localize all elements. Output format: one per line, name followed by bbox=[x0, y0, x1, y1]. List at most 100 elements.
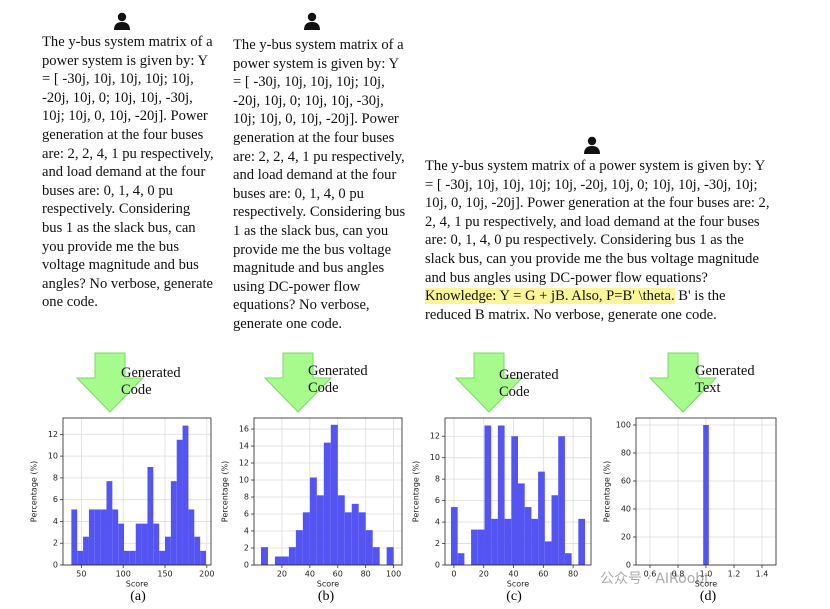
bar bbox=[351, 503, 359, 565]
y-tick-label: 0 bbox=[626, 561, 631, 570]
prompt: The y-bus system matrix of a power syste… bbox=[42, 34, 214, 311]
x-tick-label: 150 bbox=[157, 570, 172, 579]
y-tick-label: 20 bbox=[621, 533, 631, 542]
x-tick-label: 1.0 bbox=[700, 570, 713, 579]
bar bbox=[358, 512, 366, 565]
prompt: The y-bus system matrix of a power syste… bbox=[233, 37, 406, 332]
bar bbox=[153, 523, 160, 565]
bar bbox=[386, 547, 394, 565]
y-tick-label: 8 bbox=[435, 475, 440, 484]
user-icon bbox=[304, 12, 320, 30]
y-tick-label: 14 bbox=[239, 442, 249, 451]
bar bbox=[524, 507, 532, 565]
chart: 0 20 40 60 80 100 0.6 0.8 1.0 1.2 1.4 Score Percenta… bbox=[603, 417, 777, 589]
highlight: Knowledge: Y = G + jB. Also, P=B' \theta… bbox=[425, 288, 675, 305]
bar bbox=[544, 541, 552, 565]
x-tick-label: 20 bbox=[277, 570, 287, 579]
bar bbox=[511, 436, 518, 565]
y-tick-label: 2 bbox=[53, 539, 58, 548]
x-tick-label: 60 bbox=[538, 570, 548, 579]
bar bbox=[182, 425, 189, 565]
y-tick-label: 2 bbox=[435, 539, 440, 548]
y-tick-label: 16 bbox=[239, 425, 249, 434]
plot-frame bbox=[444, 417, 592, 566]
bar bbox=[564, 553, 572, 565]
bar bbox=[323, 442, 331, 565]
bar bbox=[471, 529, 478, 565]
y-tick-label: 80 bbox=[621, 449, 631, 458]
caption: (a) bbox=[130, 589, 146, 604]
bar bbox=[504, 518, 512, 565]
bar bbox=[344, 512, 352, 565]
bar bbox=[94, 509, 101, 565]
x-tick-label: 1.4 bbox=[756, 570, 769, 579]
bar bbox=[71, 509, 78, 565]
y-tick-label: 10 bbox=[48, 452, 58, 461]
x-axis-label: Score bbox=[507, 580, 529, 589]
arrow-label: Generated Code bbox=[499, 367, 559, 400]
bar bbox=[288, 547, 296, 565]
bar bbox=[477, 529, 485, 565]
y-tick-label: 6 bbox=[244, 510, 249, 519]
y-tick-label: 60 bbox=[621, 477, 631, 486]
y-axis-label: Percentage (%) bbox=[603, 461, 612, 522]
bar bbox=[703, 425, 709, 565]
bar bbox=[497, 425, 505, 565]
arrow-label: Generated Code bbox=[121, 365, 181, 398]
bar bbox=[538, 471, 545, 565]
plot-frame bbox=[635, 417, 777, 566]
watermark: 公众号 · AIRoobt bbox=[600, 571, 710, 587]
x-tick-label: 0.8 bbox=[672, 570, 685, 579]
x-tick-label: 100 bbox=[386, 570, 401, 579]
bar bbox=[295, 530, 303, 565]
user-icon bbox=[114, 12, 130, 30]
y-tick-label: 12 bbox=[430, 432, 440, 441]
bar bbox=[450, 507, 458, 565]
bar bbox=[491, 518, 498, 565]
chart: 0 2 4 6 8 10 12 0 20 40 60 80 Score Percentage (%) bbox=[412, 417, 592, 589]
x-tick-label: 0.6 bbox=[644, 570, 657, 579]
y-tick-label: 4 bbox=[435, 518, 440, 527]
arrow-label: Generated Text bbox=[695, 363, 755, 396]
x-axis-label: Score bbox=[126, 580, 148, 589]
bar bbox=[484, 425, 492, 565]
chart: 0 2 4 6 8 10 12 14 16 20 40 60 80 100 Score Percentage … bbox=[221, 417, 403, 589]
y-tick-label: 4 bbox=[244, 527, 249, 536]
bar bbox=[147, 467, 154, 565]
bar bbox=[188, 509, 195, 565]
bar bbox=[457, 553, 465, 565]
y-tick-label: 0 bbox=[53, 561, 58, 570]
x-tick-label: 100 bbox=[116, 570, 131, 579]
bar bbox=[118, 523, 125, 565]
arrow bbox=[263, 352, 333, 413]
bar bbox=[135, 523, 142, 565]
y-tick-label: 2 bbox=[244, 544, 249, 553]
y-tick-label: 10 bbox=[430, 453, 440, 462]
arrow bbox=[454, 352, 524, 413]
arrow bbox=[75, 352, 145, 413]
y-tick-label: 6 bbox=[53, 495, 58, 504]
chart: 0 2 4 6 8 10 12 50 100 150 200 Score Percentage (%) bbox=[30, 417, 214, 589]
bar bbox=[170, 481, 177, 565]
prompt-text: The y-bus system matrix of a power syste… bbox=[425, 158, 770, 286]
x-tick-label: 80 bbox=[568, 570, 578, 579]
x-tick-label: 50 bbox=[76, 570, 86, 579]
y-tick-label: 0 bbox=[244, 561, 249, 570]
y-tick-label: 6 bbox=[435, 496, 440, 505]
plot-frame bbox=[62, 417, 212, 566]
plot-frame bbox=[253, 417, 403, 566]
bar bbox=[330, 424, 338, 565]
x-tick-label: 60 bbox=[333, 570, 343, 579]
x-tick-label: 0 bbox=[451, 570, 456, 579]
bar bbox=[260, 547, 268, 565]
bar bbox=[129, 550, 136, 565]
bar bbox=[551, 495, 559, 565]
x-axis-label: Score bbox=[695, 580, 717, 589]
user-icon bbox=[584, 136, 600, 154]
prompt-text: B' is the reduced B matrix. No verbose, … bbox=[425, 288, 726, 323]
bar bbox=[194, 536, 201, 565]
bar bbox=[337, 495, 345, 565]
bar bbox=[558, 436, 565, 565]
x-tick-label: 80 bbox=[361, 570, 371, 579]
bar bbox=[518, 483, 525, 565]
